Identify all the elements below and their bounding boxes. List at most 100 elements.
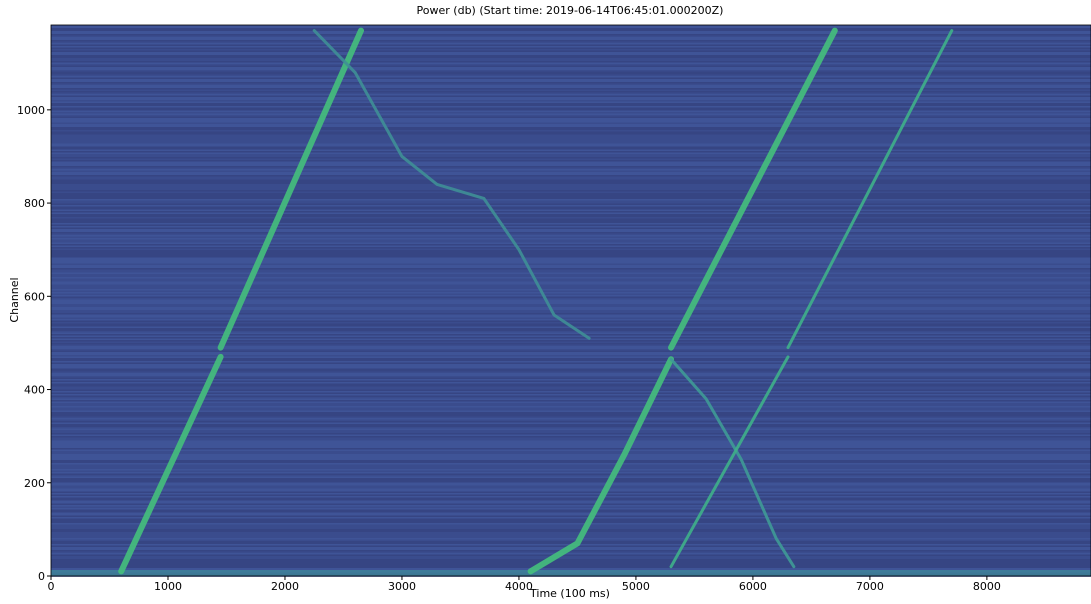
- noise-stripe: [51, 208, 1091, 210]
- noise-stripe: [51, 110, 1091, 112]
- noise-stripe: [51, 556, 1091, 558]
- noise-stripe: [51, 109, 1091, 111]
- noise-stripe: [51, 310, 1091, 312]
- noise-stripe: [51, 194, 1091, 196]
- noise-stripe: [51, 152, 1091, 154]
- noise-stripe: [51, 316, 1091, 318]
- noise-stripe: [51, 284, 1091, 286]
- noise-stripe: [51, 185, 1091, 187]
- noise-stripe: [51, 332, 1091, 334]
- noise-stripe: [51, 263, 1091, 265]
- noise-stripe: [51, 424, 1091, 426]
- x-tick-label: 8000: [973, 580, 1001, 593]
- noise-stripe: [51, 536, 1091, 538]
- noise-stripe: [51, 187, 1091, 189]
- noise-stripe: [51, 278, 1091, 280]
- noise-stripe: [51, 196, 1091, 198]
- noise-stripe: [51, 377, 1091, 379]
- noise-stripe: [51, 242, 1091, 244]
- noise-stripe: [51, 481, 1091, 483]
- noise-stripe: [51, 64, 1091, 66]
- noise-stripe: [51, 29, 1091, 31]
- noise-stripe: [51, 214, 1091, 216]
- noise-stripe: [51, 305, 1091, 307]
- noise-stripe: [51, 472, 1091, 474]
- noise-stripe: [51, 169, 1091, 171]
- noise-stripe: [51, 404, 1091, 406]
- x-tick-label: 3000: [388, 580, 416, 593]
- noise-stripe: [51, 431, 1091, 433]
- noise-stripe: [51, 83, 1091, 85]
- noise-stripe: [51, 115, 1091, 117]
- noise-stripe: [51, 55, 1091, 57]
- noise-stripe: [51, 437, 1091, 439]
- noise-stripe: [51, 100, 1091, 102]
- noise-stripe: [51, 85, 1091, 87]
- noise-stripe: [51, 322, 1091, 324]
- noise-stripe: [51, 166, 1091, 168]
- noise-stripe: [51, 313, 1091, 315]
- noise-stripe: [51, 418, 1091, 420]
- noise-stripe: [51, 226, 1091, 228]
- noise-stripe: [51, 292, 1091, 294]
- noise-stripe: [51, 415, 1091, 417]
- noise-stripe: [51, 562, 1091, 564]
- noise-stripe: [51, 40, 1091, 42]
- noise-stripe: [51, 311, 1091, 313]
- chart-title: Power (db) (Start time: 2019-06-14T06:45…: [417, 4, 724, 17]
- noise-stripe: [51, 290, 1091, 292]
- noise-stripe: [51, 101, 1091, 103]
- noise-stripe: [51, 139, 1091, 141]
- noise-stripe: [51, 521, 1091, 523]
- noise-stripe: [51, 245, 1091, 247]
- noise-stripe: [51, 98, 1091, 100]
- noise-stripe: [51, 520, 1091, 522]
- noise-stripe: [51, 362, 1091, 364]
- noise-stripe: [51, 449, 1091, 451]
- noise-stripe: [51, 265, 1091, 267]
- noise-stripe: [51, 355, 1091, 357]
- noise-stripe: [51, 253, 1091, 255]
- noise-stripe: [51, 412, 1091, 414]
- noise-stripe: [51, 451, 1091, 453]
- noise-stripe: [51, 488, 1091, 490]
- noise-stripe: [51, 425, 1091, 427]
- noise-stripe: [51, 304, 1091, 306]
- noise-stripe: [51, 212, 1091, 214]
- noise-stripe: [51, 551, 1091, 553]
- noise-stripe: [51, 482, 1091, 484]
- noise-stripe: [51, 427, 1091, 429]
- noise-stripe: [51, 475, 1091, 477]
- noise-stripe: [51, 518, 1091, 520]
- noise-stripe: [51, 31, 1091, 33]
- noise-stripe: [51, 319, 1091, 321]
- noise-stripe: [51, 514, 1091, 516]
- noise-stripe: [51, 272, 1091, 274]
- noise-stripe: [51, 433, 1091, 435]
- x-tick-label: 0: [48, 580, 55, 593]
- noise-stripe: [51, 535, 1091, 537]
- noise-stripe: [51, 368, 1091, 370]
- noise-stripe: [51, 128, 1091, 130]
- noise-stripe: [51, 464, 1091, 466]
- noise-stripe: [51, 331, 1091, 333]
- noise-stripe: [51, 62, 1091, 64]
- noise-stripe: [51, 238, 1091, 240]
- noise-stripe: [51, 491, 1091, 493]
- noise-stripe: [51, 26, 1091, 28]
- noise-stripe: [51, 398, 1091, 400]
- noise-stripe: [51, 103, 1091, 105]
- noise-stripe: [51, 388, 1091, 390]
- noise-stripe: [51, 203, 1091, 205]
- noise-stripe: [51, 538, 1091, 540]
- noise-stripe: [51, 329, 1091, 331]
- noise-stripe: [51, 382, 1091, 384]
- x-tick-label: 4000: [505, 580, 533, 593]
- noise-stripe: [51, 67, 1091, 69]
- noise-stripe: [51, 340, 1091, 342]
- noise-stripe: [51, 476, 1091, 478]
- noise-stripe: [51, 401, 1091, 403]
- noise-stripe: [51, 500, 1091, 502]
- noise-stripe: [51, 527, 1091, 529]
- noise-stripe: [51, 421, 1091, 423]
